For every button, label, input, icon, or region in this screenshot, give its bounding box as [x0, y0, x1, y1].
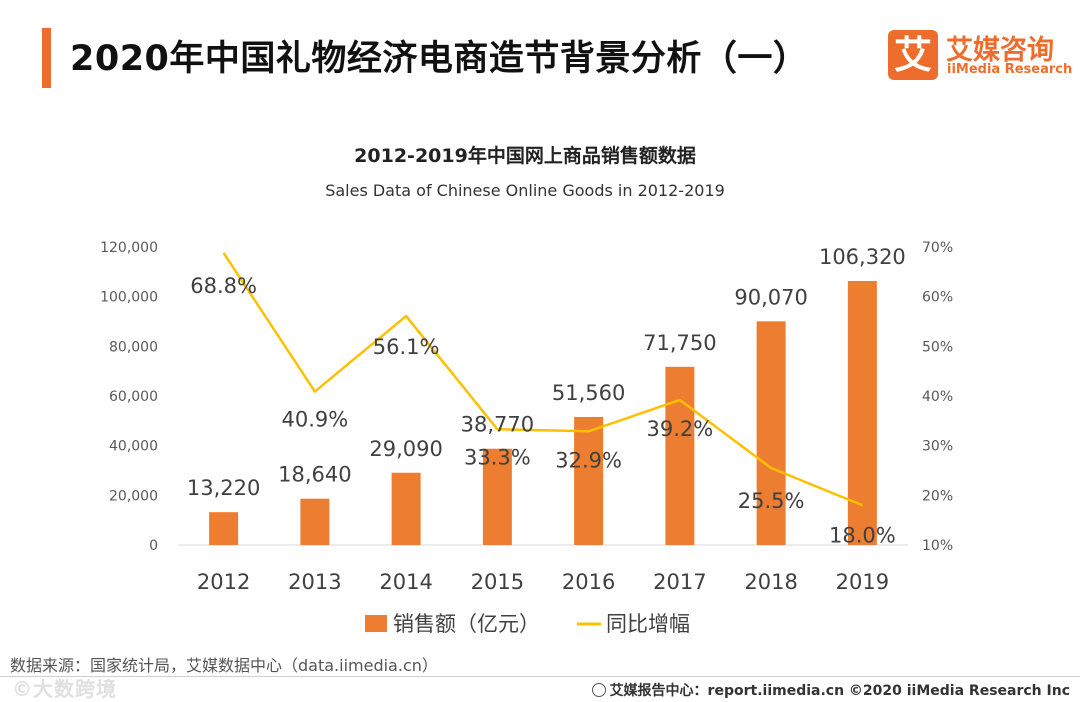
bar [300, 498, 330, 545]
footer: 艾媒报告中心：report.iimedia.cn ©2020 iiMedia R… [591, 680, 1070, 700]
y-left-tick-label: 40,000 [109, 439, 158, 455]
y-left-tick-label: 80,000 [109, 339, 158, 355]
bar-value-label: 51,560 [552, 381, 625, 405]
bar [756, 321, 786, 545]
bar [209, 512, 239, 545]
line-value-label: 68.8% [190, 274, 257, 298]
bar-value-label: 38,770 [461, 413, 534, 437]
line-value-label: 33.3% [464, 445, 531, 469]
y-right-tick-label: 70% [922, 240, 953, 256]
y-right-tick-label: 40% [922, 389, 953, 405]
x-tick-label: 2014 [379, 570, 432, 594]
chart-title: 2012-2019年中国网上商品销售额数据 [354, 144, 696, 167]
globe-icon [591, 683, 606, 697]
footer-text: 艾媒报告中心：report.iimedia.cn ©2020 iiMedia R… [609, 683, 1070, 699]
x-tick-label: 2012 [197, 570, 250, 594]
bar [391, 472, 421, 545]
bar-value-label: 90,070 [734, 285, 807, 309]
x-tick-label: 2013 [288, 570, 341, 594]
growth-line [222, 252, 863, 507]
bar [847, 280, 877, 545]
y-right-tick-label: 60% [922, 290, 953, 306]
y-left-tick-label: 0 [149, 538, 158, 554]
line-series [222, 252, 863, 507]
bar [574, 416, 604, 545]
data-source: 数据来源：国家统计局，艾媒数据中心（data.iimedia.cn） [10, 656, 438, 675]
page-title: 2020年中国礼物经济电商造节背景分析（一） [70, 39, 809, 79]
y-left-tick-label: 120,000 [100, 240, 158, 256]
line-value-label: 32.9% [555, 448, 622, 472]
bar [482, 448, 512, 545]
x-tick-label: 2019 [836, 570, 889, 594]
y-right-tick-label: 10% [922, 538, 953, 554]
bar-value-label: 29,090 [369, 437, 442, 461]
sales-chart: 2012-2019年中国网上商品销售额数据 Sales Data of Chin… [100, 144, 953, 636]
logo-mark: 艾 [888, 30, 938, 80]
footer-divider [0, 676, 1080, 677]
line-value-label: 40.9% [282, 408, 349, 432]
line-value-label: 25.5% [738, 489, 805, 513]
logo-cn-text: 艾媒咨询 [946, 35, 1054, 66]
y-right-tick-label: 30% [922, 439, 953, 455]
bar [665, 366, 695, 545]
legend-line-label: 同比增幅 [606, 612, 690, 636]
x-tick-label: 2017 [653, 570, 706, 594]
watermark: ©大数跨境 [12, 677, 117, 701]
line-value-label: 18.0% [829, 523, 896, 547]
bar-value-label: 18,640 [278, 463, 351, 487]
data-labels: 13,220 18,640 29,090 38,770 51,560 71,750 90,0… [187, 245, 906, 547]
y-left-tick-label: 20,000 [109, 488, 158, 504]
chart-subtitle: Sales Data of Chinese Online Goods in 20… [325, 181, 725, 200]
y-right-tick-label: 20% [922, 488, 953, 504]
line-value-label: 39.2% [647, 417, 714, 441]
bar-value-label: 13,220 [187, 476, 260, 500]
iimedia-logo: 艾 艾媒咨询 iiMedia Research [888, 30, 1072, 84]
y-left-tick-label: 60,000 [109, 389, 158, 405]
x-tick-label: 2015 [471, 570, 524, 594]
title-accent-bar [42, 28, 51, 88]
bar-value-label: 71,750 [643, 331, 716, 355]
x-tick-label: 2018 [744, 570, 797, 594]
y-left-tick-label: 100,000 [100, 290, 158, 306]
line-value-label: 56.1% [373, 335, 440, 359]
legend-bar-swatch [365, 615, 387, 632]
logo-en-text: iiMedia Research [947, 62, 1073, 77]
chart-legend: 销售额（亿元） 同比增幅 [365, 612, 690, 636]
x-tick-label: 2016 [562, 570, 615, 594]
bar-value-label: 106,320 [819, 245, 906, 269]
legend-bar-label: 销售额（亿元） [393, 612, 540, 636]
chart-axes: 0 20,000 40,000 60,000 80,000 100,000 120,000 1… [100, 240, 953, 594]
y-right-tick-label: 50% [922, 339, 953, 355]
